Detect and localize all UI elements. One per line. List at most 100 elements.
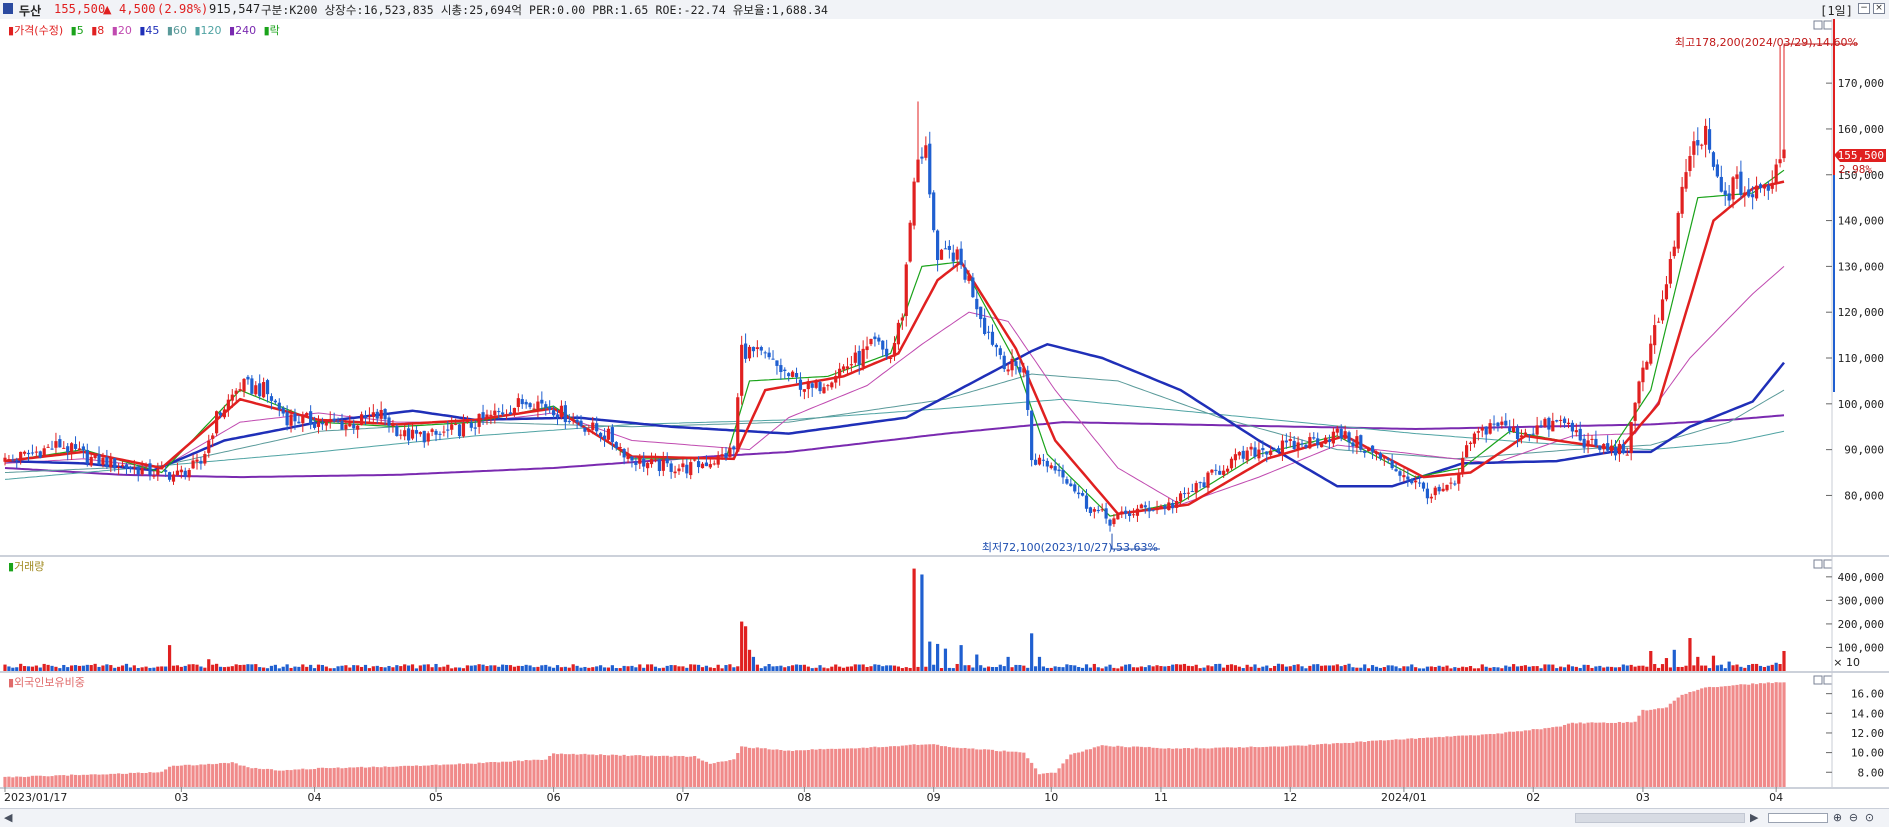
candle-body [1374, 453, 1379, 455]
volume-bar [465, 665, 469, 671]
candle-body [1327, 439, 1332, 442]
volume-bar [332, 668, 336, 671]
volume-tick-label: 100,000 [1838, 641, 1884, 654]
candle-body [3, 457, 7, 462]
volume-bar [646, 664, 650, 671]
scroll-right-icon[interactable]: ▶ [1750, 811, 1759, 824]
candle [861, 340, 865, 371]
foreign-ownership-bar [724, 761, 728, 787]
candle-body [740, 344, 744, 396]
candle-body [1045, 460, 1049, 467]
candle-body [1668, 259, 1672, 284]
candle [1049, 462, 1053, 470]
candle [806, 378, 810, 399]
foreign-ownership-bar [1719, 686, 1723, 787]
volume-bar [312, 668, 317, 671]
volume-bar [599, 665, 603, 671]
minimize-icon[interactable]: − [1858, 3, 1870, 14]
volume-bar [1696, 656, 1700, 671]
candle [1202, 476, 1206, 489]
candle-body [704, 462, 709, 467]
scroll-left-icon[interactable]: ◀ [4, 811, 13, 824]
foreign-ownership-bar [1770, 683, 1774, 787]
candle-body [1206, 472, 1210, 488]
chart-icon[interactable] [3, 3, 13, 14]
foreign-ownership-bar [183, 764, 187, 787]
candle [743, 333, 748, 363]
horizontal-scrollbar[interactable]: ◀ ▶ ⊕ ⊖ ⊙ [0, 808, 1889, 827]
candle [1774, 158, 1778, 192]
zoom-in-icon[interactable]: ⊕ [1832, 811, 1843, 824]
volume-bar [171, 665, 176, 671]
volume-bar [963, 665, 967, 671]
candle-body [638, 457, 642, 464]
foreign-ownership-bar [669, 756, 673, 787]
foreign-ownership-bar [551, 753, 556, 787]
candle [1410, 478, 1414, 485]
foreign-ownership-bar [336, 767, 340, 787]
zoom-slider[interactable] [1768, 813, 1828, 823]
volume-bar [504, 664, 509, 671]
candle [810, 381, 814, 397]
candle-body [1754, 185, 1759, 199]
foreign-ownership-bar [1539, 729, 1543, 787]
volume-bar [101, 665, 105, 671]
foreign-ownership-bar [93, 774, 97, 787]
volume-bar [779, 665, 783, 671]
candle [1684, 158, 1688, 192]
foreign-ownership-bar [320, 767, 324, 787]
foreign-ownership-bar [1578, 722, 1582, 787]
foreign-ownership-bar [352, 767, 356, 787]
candle [716, 451, 720, 468]
volume-bar [1731, 665, 1735, 671]
candle [1570, 420, 1575, 439]
candle [1167, 498, 1171, 511]
candle [187, 468, 191, 481]
foreign-ownership-bar [932, 744, 936, 787]
candle-body [959, 248, 963, 265]
candle [622, 447, 626, 465]
candle [1649, 335, 1653, 366]
foreign-ownership-bar [230, 762, 234, 787]
foreign-ownership-bar [1370, 740, 1375, 787]
zoom-out-icon[interactable]: ⊖ [1848, 811, 1859, 824]
candle [1057, 463, 1061, 477]
volume-bar [50, 665, 54, 671]
volume-bar [26, 666, 31, 671]
volume-bar [1253, 664, 1257, 671]
candle-body [1633, 402, 1637, 421]
close-icon[interactable]: × [1873, 3, 1885, 14]
candle [1010, 349, 1014, 377]
candle [1147, 500, 1151, 519]
period-button[interactable]: [1일] [1820, 4, 1854, 18]
volume-bar [489, 665, 493, 671]
volume-bar [892, 665, 897, 671]
foreign-ownership-bar [759, 748, 763, 787]
foreign-ownership-bar [222, 762, 227, 787]
foreign-ownership-bar [900, 745, 904, 787]
volume-bar [97, 666, 101, 671]
candle-body [414, 430, 419, 434]
candle [371, 404, 375, 425]
foreign-ownership-bar [316, 767, 321, 787]
volume-bar [383, 667, 387, 671]
volume-bar [410, 664, 415, 671]
volume-bar [1155, 665, 1159, 671]
candle [1609, 439, 1614, 456]
candle [759, 345, 763, 356]
candle-body [66, 446, 70, 453]
volume-bar [293, 666, 297, 671]
zoom-reset-icon[interactable]: ⊙ [1864, 811, 1875, 824]
foreign-ownership-bar [822, 749, 826, 787]
foreign-ownership-bar [1398, 739, 1402, 787]
candle-body [340, 420, 344, 430]
foreign-ownership-bar [1041, 773, 1046, 787]
candle-body [1704, 125, 1708, 145]
scroll-thumb[interactable] [1575, 813, 1745, 823]
volume-bar [230, 666, 234, 671]
candle [1190, 483, 1194, 493]
candle-body [383, 409, 387, 420]
candle-body [1688, 156, 1692, 172]
foreign-ownership-bar [497, 762, 501, 787]
candle [1084, 489, 1089, 512]
